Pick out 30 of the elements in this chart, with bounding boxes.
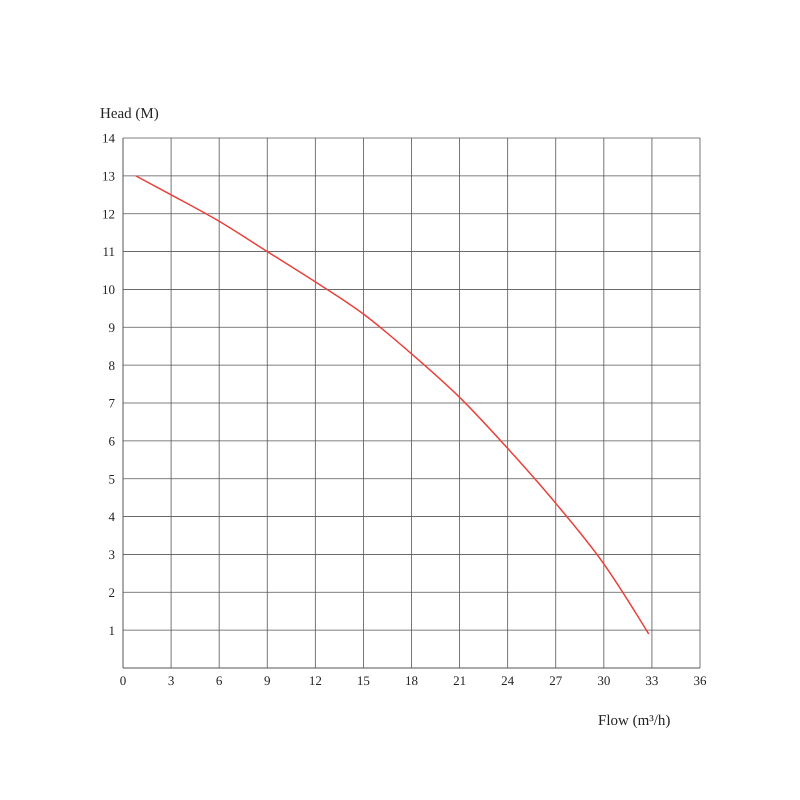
y-tick-label: 9 [108, 320, 115, 335]
x-tick-label: 15 [356, 673, 370, 688]
x-axis-title: Flow (m³/h) [598, 713, 670, 730]
x-tick-label: 33 [645, 673, 658, 688]
y-tick-label: 5 [108, 471, 115, 486]
y-tick-label: 14 [102, 130, 116, 146]
y-tick-label: 3 [108, 547, 115, 562]
x-tick-label: 24 [501, 673, 515, 688]
y-tick-label: 8 [108, 358, 115, 373]
x-tick-label: 3 [168, 673, 174, 688]
y-axis-title: Head (M) [100, 106, 159, 123]
y-tick-label: 10 [102, 282, 115, 298]
x-tick-label: 36 [694, 673, 707, 688]
y-tick-label: 11 [102, 244, 115, 260]
y-tick-label: 7 [108, 396, 116, 411]
x-tick-label: 0 [120, 673, 126, 688]
y-tick-label: 4 [108, 509, 116, 524]
x-tick-label: 6 [216, 673, 223, 688]
y-tick-label: 6 [108, 433, 116, 448]
line-series [135, 175, 650, 635]
y-tick-label: 12 [102, 206, 115, 222]
x-tick-label: 18 [405, 673, 418, 688]
x-tick-label: 21 [453, 673, 466, 688]
x-tick-label: 30 [597, 673, 610, 688]
x-tick-label: 12 [308, 673, 322, 688]
x-tick-label: 27 [549, 673, 563, 688]
x-tick-label: 9 [264, 673, 270, 688]
y-tick-label: 13 [102, 168, 115, 184]
y-tick-label: 1 [108, 622, 115, 638]
y-tick-label: 2 [108, 584, 115, 600]
